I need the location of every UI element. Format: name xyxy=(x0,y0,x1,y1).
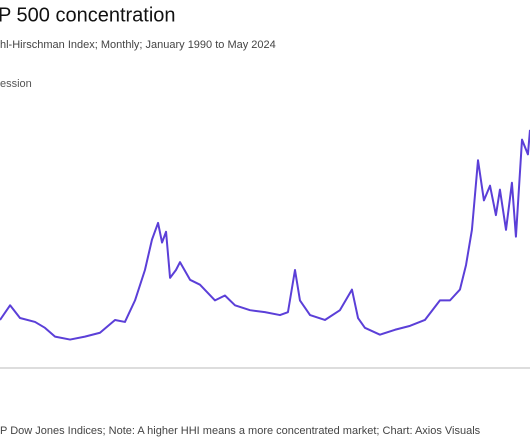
legend-label: ession xyxy=(0,78,32,90)
data-line xyxy=(0,129,530,341)
chart-subtitle: hl-Hirschman Index; Monthly; January 199… xyxy=(0,39,276,51)
chart-footer: P Dow Jones Indices; Note: A higher HHI … xyxy=(0,425,481,437)
chart-title: P 500 concentration xyxy=(0,4,176,26)
